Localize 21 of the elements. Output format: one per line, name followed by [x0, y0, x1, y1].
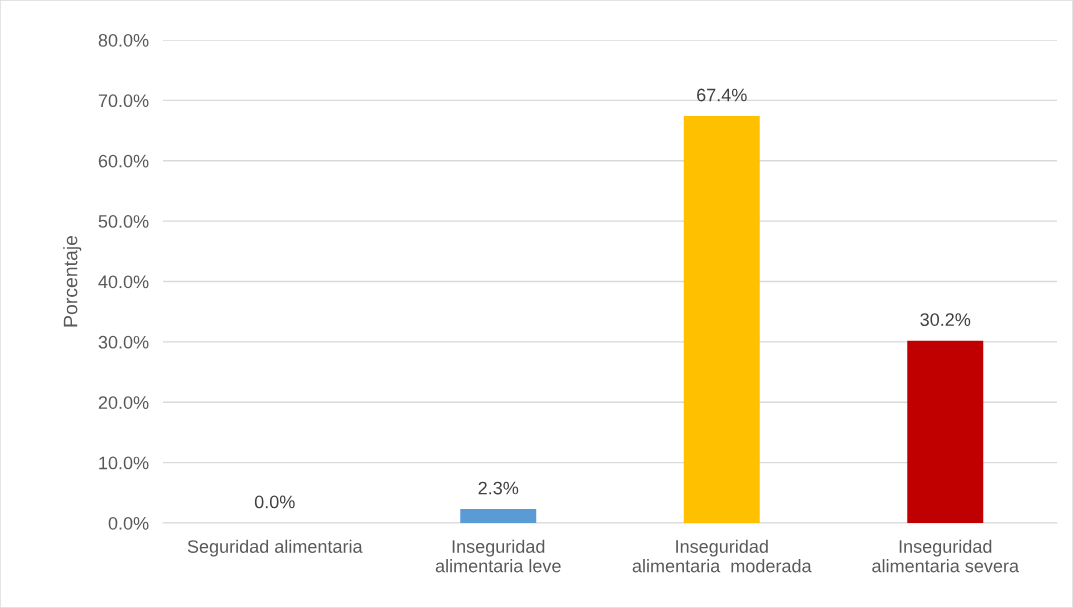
y-tick-label: 20.0%	[98, 396, 149, 409]
x-tick-label: Inseguridad alimentaria leve	[435, 539, 561, 573]
data-label: 0.0%	[254, 495, 295, 509]
y-tick-label: 30.0%	[98, 335, 149, 349]
x-tick-label: Seguridad alimentaria	[187, 539, 363, 557]
y-tick-label: 50.0%	[98, 215, 149, 228]
x-tick-label: Inseguridad alimentaria moderada	[632, 539, 812, 573]
x-tick-label: Inseguridad alimentaria severa	[872, 539, 1020, 573]
data-label: 2.3%	[478, 481, 519, 495]
y-tick-label: 80.0%	[98, 33, 149, 47]
y-tick-label: 0.0%	[108, 516, 149, 530]
data-label: 67.4%	[697, 88, 747, 102]
y-axis-title: Porcentaje	[63, 235, 82, 327]
bar	[683, 116, 760, 523]
y-tick-label: 70.0%	[98, 94, 149, 108]
y-tick-label: 10.0%	[99, 456, 149, 470]
y-tick-label: 60.0%	[98, 154, 149, 168]
bar	[460, 509, 537, 523]
data-label: 30.2%	[920, 313, 971, 326]
y-tick-label: 40.0%	[98, 275, 149, 289]
bar	[907, 340, 984, 523]
